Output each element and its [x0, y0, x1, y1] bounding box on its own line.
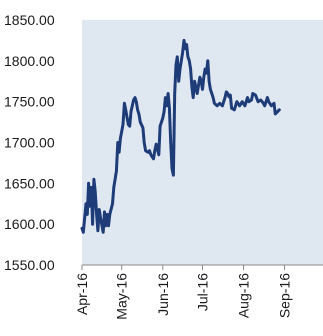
y-tick-label: 1650.00 — [4, 175, 55, 191]
y-tick-label: 1850.00 — [4, 12, 55, 28]
x-tick-label: Aug-16 — [236, 273, 252, 318]
y-axis-ticks: 1850.00 1800.00 1750.00 1700.00 1650.00 1600.… — [4, 12, 55, 273]
x-tick-label: May-16 — [114, 273, 130, 320]
x-tick-label: Apr-16 — [74, 273, 90, 315]
x-tick-label: Sep-16 — [277, 273, 293, 318]
y-tick-label: 1700.00 — [4, 135, 55, 151]
x-tick-label: Jul-16 — [195, 273, 211, 311]
y-tick-label: 1750.00 — [4, 94, 55, 110]
x-axis-ticks: Apr-16 May-16 Jun-16 Jul-16 Aug-16 Sep-16 — [74, 265, 293, 320]
series-group — [80, 38, 281, 234]
y-tick-label: 1600.00 — [4, 216, 55, 232]
y-tick-label: 1800.00 — [4, 53, 55, 69]
series-line — [80, 38, 281, 234]
plot-background — [82, 20, 323, 265]
x-tick-label: Jun-16 — [155, 273, 171, 316]
y-tick-label: 1550.00 — [4, 257, 55, 273]
